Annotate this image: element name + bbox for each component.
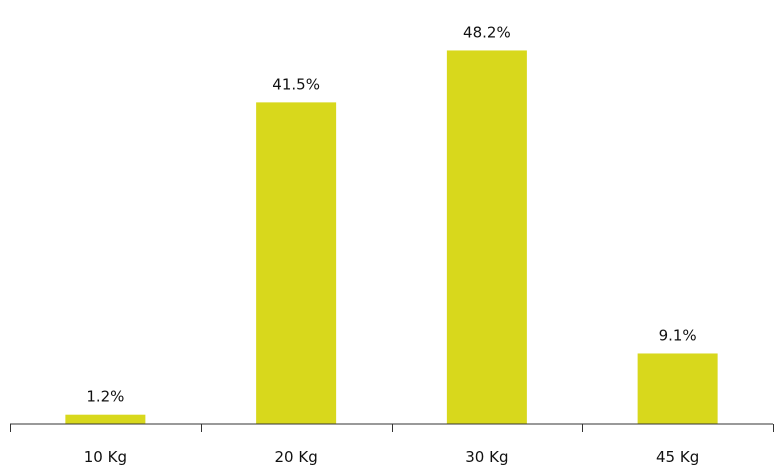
bar-value-label: 9.1%: [659, 326, 697, 344]
bar-value-label: 1.2%: [86, 388, 124, 406]
bar: [637, 353, 718, 424]
value-labels-group: 1.2% 41.5% 48.2% 9.1%: [86, 23, 696, 405]
x-ticks-group: [10, 424, 774, 432]
x-tick-label: 20 Kg: [275, 448, 318, 466]
bar: [256, 102, 337, 424]
bar-value-label: 41.5%: [272, 75, 320, 93]
bar-value-label: 48.2%: [463, 23, 511, 41]
x-tick-label: 10 Kg: [84, 448, 127, 466]
x-tick-label: 30 Kg: [465, 448, 508, 466]
bar: [446, 50, 527, 424]
bar: [65, 414, 146, 424]
x-tick-labels-group: 10 Kg 20 Kg 30 Kg 45 Kg: [84, 448, 699, 466]
x-tick-label: 45 Kg: [656, 448, 699, 466]
bars-group: [65, 50, 718, 424]
